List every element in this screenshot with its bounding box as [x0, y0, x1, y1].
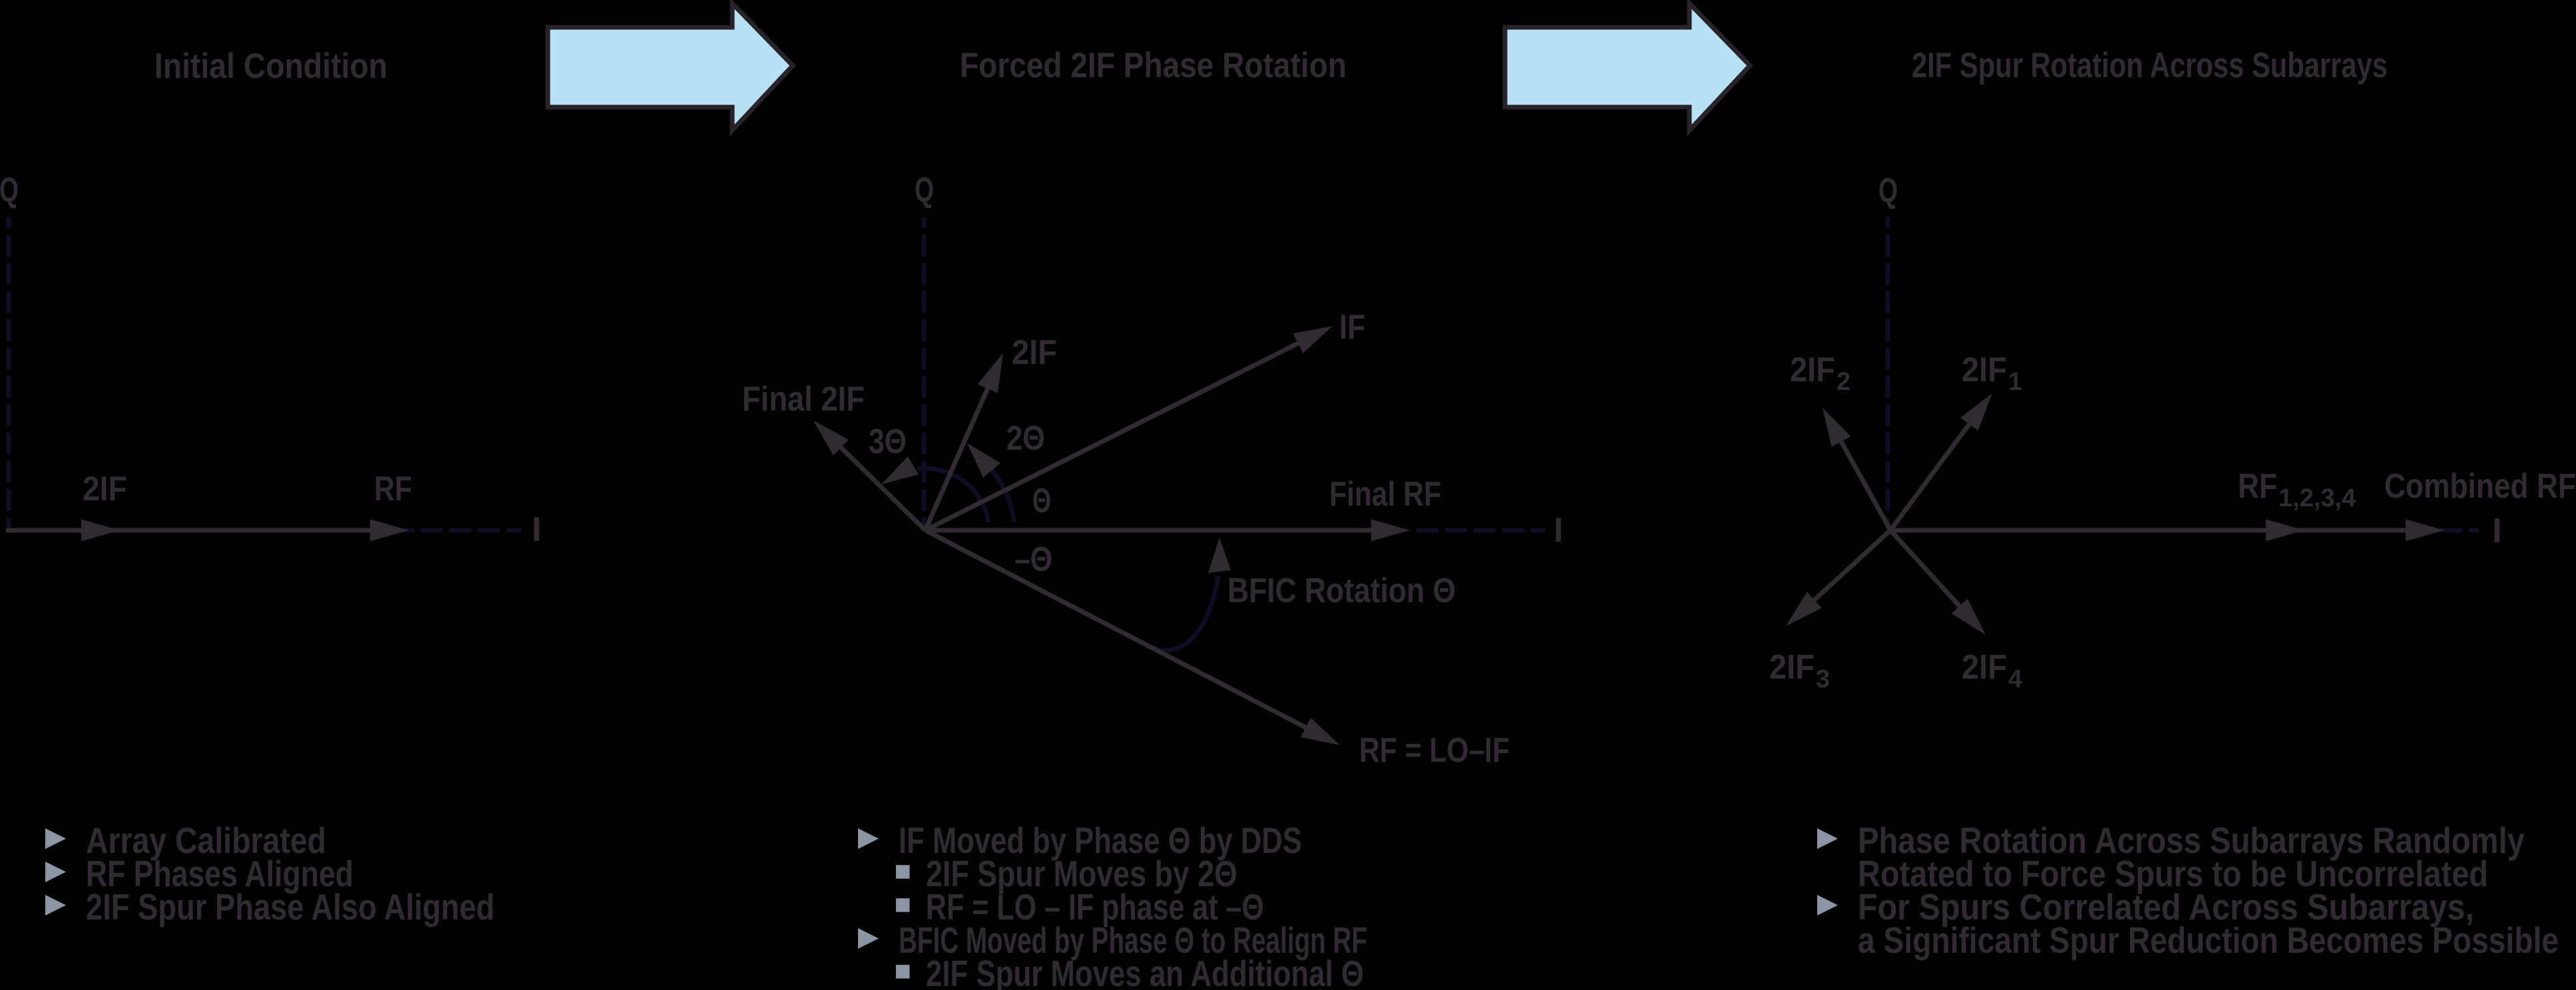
- svg-text:Array Calibrated: Array Calibrated: [86, 820, 326, 861]
- svg-text:2IF: 2IF: [1790, 351, 1835, 389]
- svg-text:2IF Spur Phase Also Aligned: 2IF Spur Phase Also Aligned: [86, 886, 495, 927]
- svg-text:Forced 2IF Phase Rotation: Forced 2IF Phase Rotation: [960, 46, 1347, 85]
- svg-text:a Significant Spur Reduction B: a Significant Spur Reduction Becomes Pos…: [1858, 919, 2559, 961]
- svg-text:2: 2: [1836, 368, 1850, 396]
- svg-text:1: 1: [2008, 368, 2022, 396]
- svg-text:Q: Q: [0, 171, 19, 210]
- svg-text:2IF: 2IF: [1962, 648, 2007, 687]
- svg-text:2IF: 2IF: [83, 470, 127, 508]
- svg-text:2IF Spur Rotation Across Subar: 2IF Spur Rotation Across Subarrays: [1912, 46, 2388, 85]
- svg-text:For Spurs Correlated Across Su: For Spurs Correlated Across Subarrays,: [1858, 886, 2474, 927]
- svg-text:BFIC Moved by Phase Θ to Reali: BFIC Moved by Phase Θ to Realign RF: [899, 919, 1367, 961]
- svg-text:2IF: 2IF: [1012, 333, 1057, 372]
- svg-text:Q: Q: [915, 171, 934, 210]
- svg-text:BFIC Rotation Θ: BFIC Rotation Θ: [1227, 572, 1456, 610]
- svg-text:RF = LO – IF phase at –Θ: RF = LO – IF phase at –Θ: [926, 886, 1264, 927]
- svg-text:I: I: [532, 510, 541, 549]
- svg-text:IF Moved by Phase Θ by DDS: IF Moved by Phase Θ by DDS: [899, 820, 1302, 861]
- svg-text:Rotated to Force Spurs to be U: Rotated to Force Spurs to be Uncorrelate…: [1858, 853, 2488, 894]
- svg-text:1,2,3,4: 1,2,3,4: [2278, 484, 2356, 512]
- svg-text:3Θ: 3Θ: [869, 422, 907, 461]
- svg-text:I: I: [2492, 512, 2501, 550]
- svg-text:RF = LO–IF: RF = LO–IF: [1359, 731, 1510, 770]
- svg-text:Initial Condition: Initial Condition: [154, 47, 387, 86]
- svg-text:2IF Spur Moves by 2Θ: 2IF Spur Moves by 2Θ: [926, 853, 1237, 894]
- svg-text:4: 4: [2008, 665, 2022, 693]
- svg-text:2Θ: 2Θ: [1006, 419, 1045, 458]
- svg-text:3: 3: [1816, 665, 1830, 693]
- svg-text:Θ: Θ: [1032, 482, 1051, 520]
- svg-text:Combined RF: Combined RF: [2384, 467, 2576, 506]
- svg-text:2IF: 2IF: [1962, 351, 2007, 389]
- svg-text:IF: IF: [1339, 308, 1365, 347]
- svg-text:Final 2IF: Final 2IF: [742, 380, 865, 418]
- svg-text:2IF Spur Moves an Additional Θ: 2IF Spur Moves an Additional Θ: [926, 953, 1364, 990]
- svg-text:RF: RF: [2238, 467, 2277, 506]
- svg-text:2IF: 2IF: [1769, 648, 1815, 687]
- svg-text:Phase Rotation Across Subarray: Phase Rotation Across Subarrays Randomly: [1858, 820, 2525, 861]
- svg-text:I: I: [1554, 511, 1563, 550]
- svg-text:RF Phases Aligned: RF Phases Aligned: [86, 853, 353, 894]
- svg-text:–Θ: –Θ: [1014, 540, 1052, 579]
- svg-text:Q: Q: [1878, 172, 1898, 210]
- svg-text:RF: RF: [374, 470, 412, 508]
- svg-text:Final RF: Final RF: [1329, 475, 1441, 514]
